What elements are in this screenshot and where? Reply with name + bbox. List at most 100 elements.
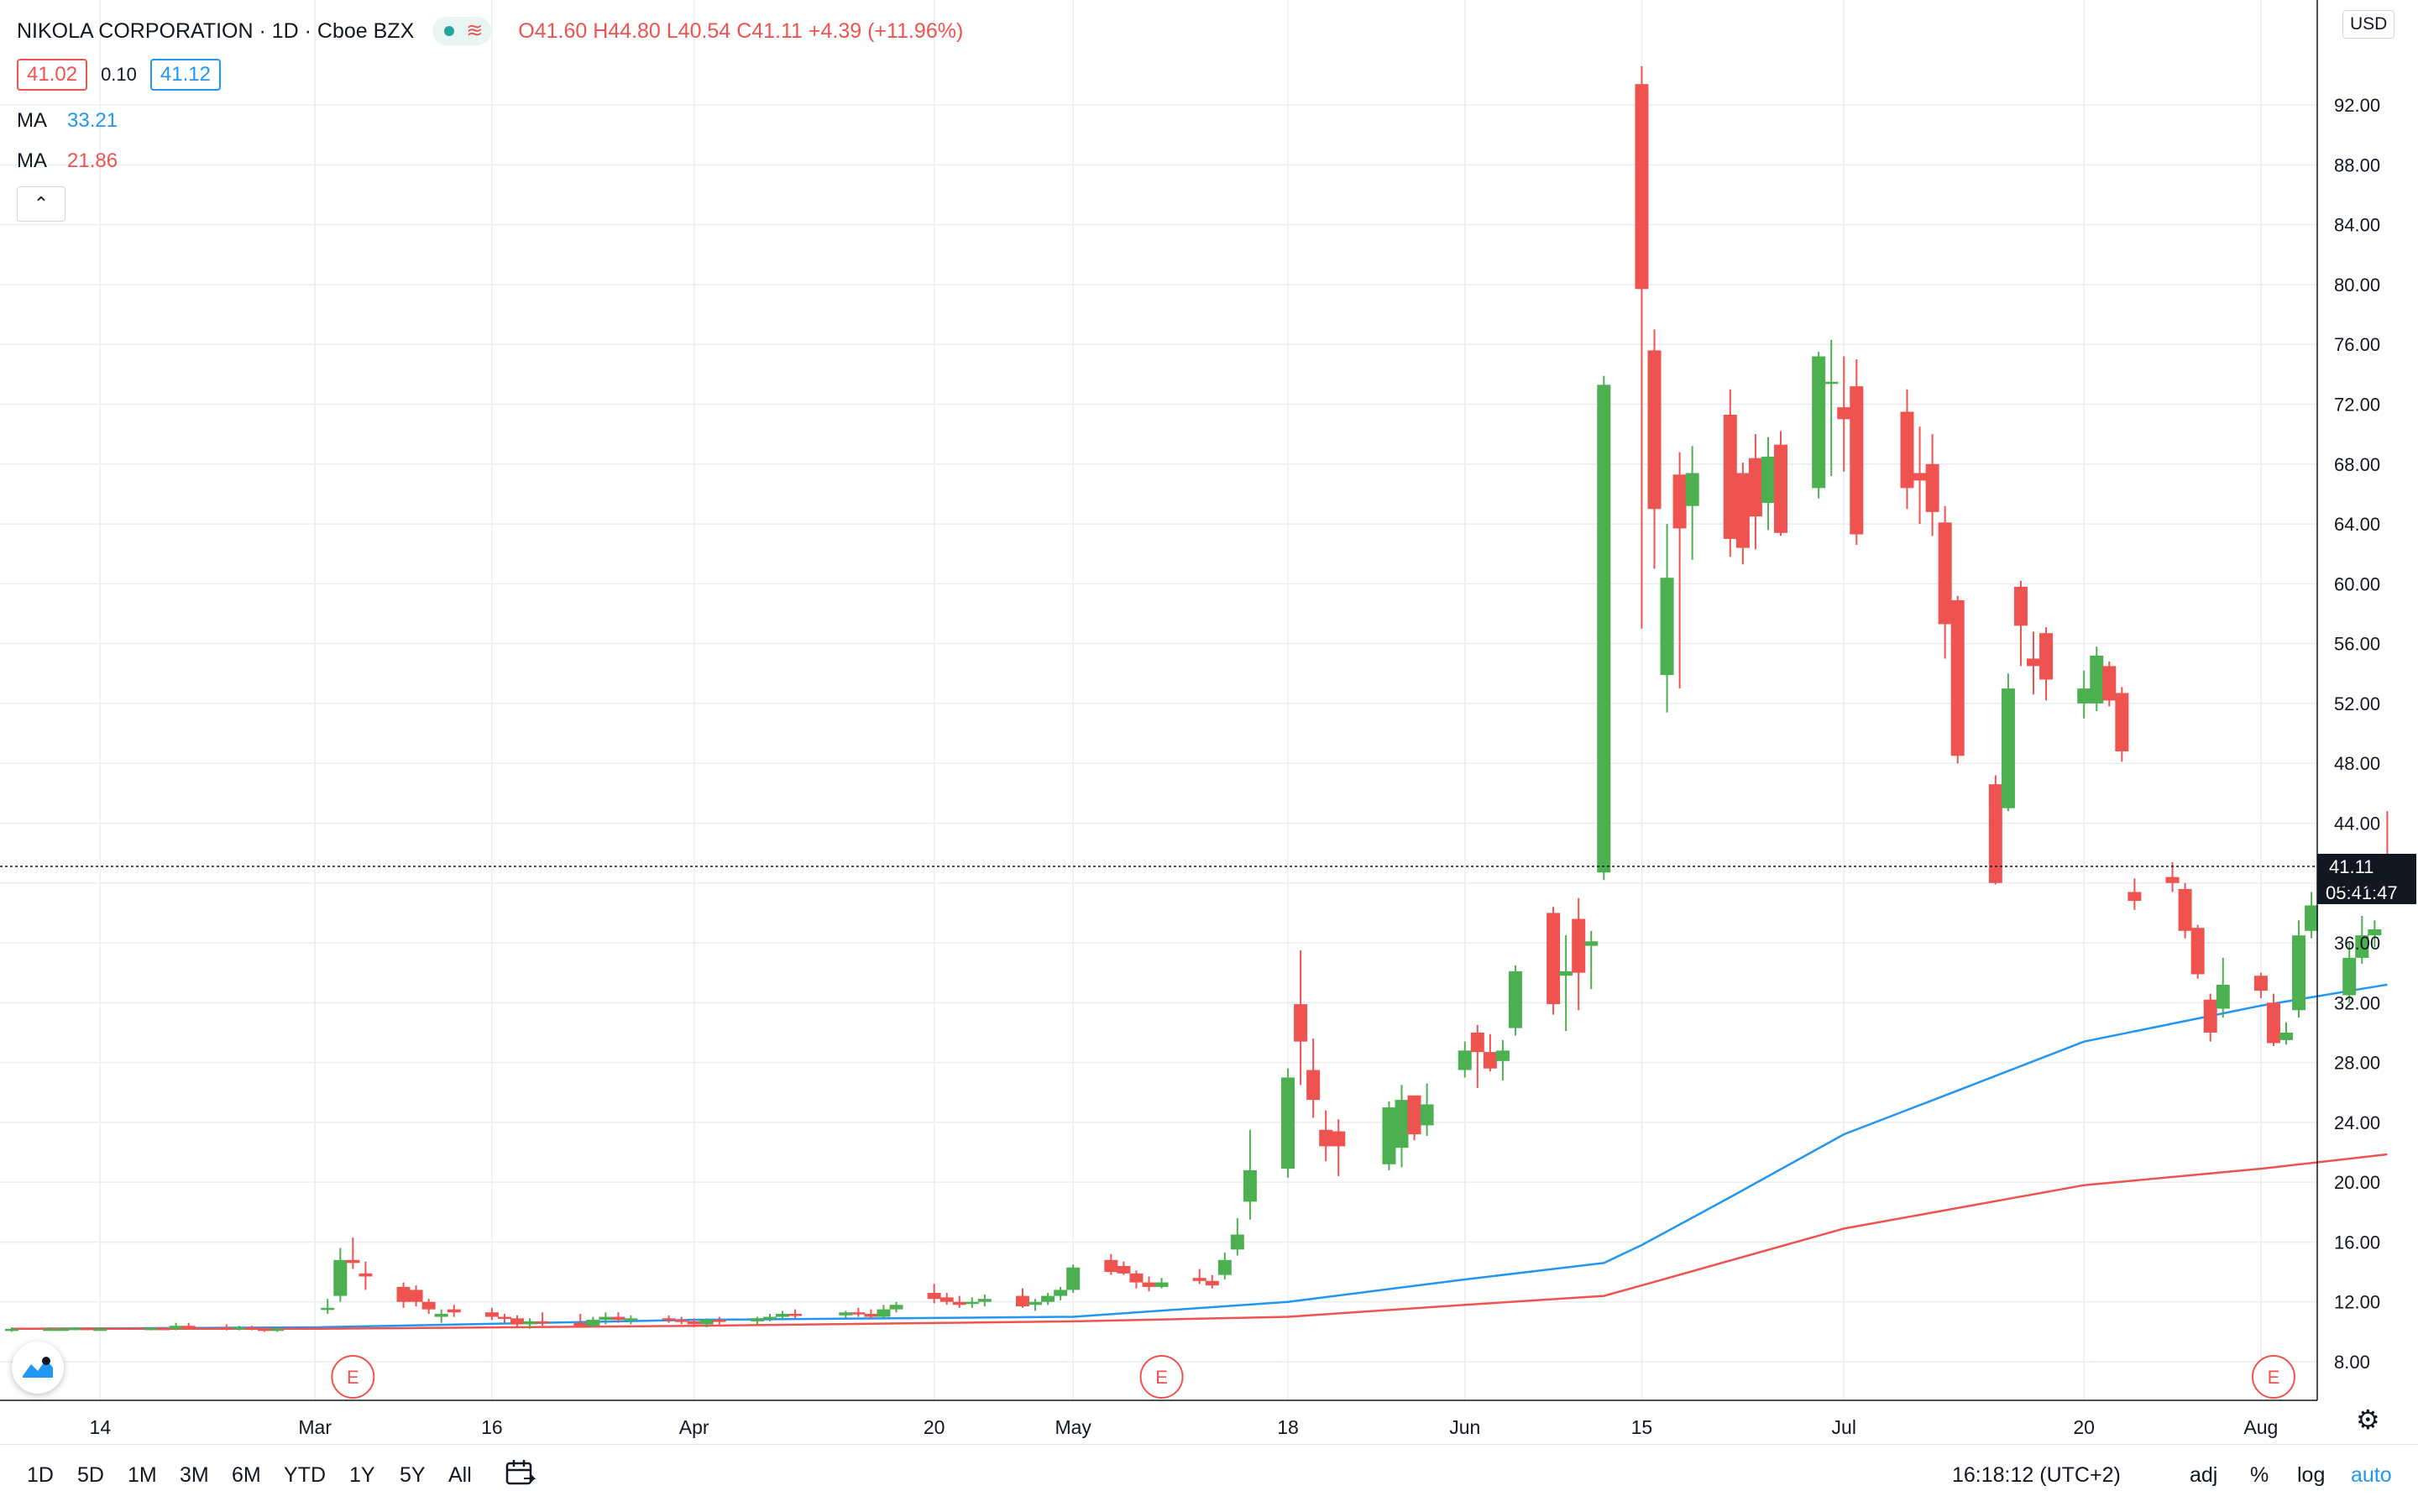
- currency-badge[interactable]: USD: [2342, 10, 2395, 39]
- price-tick-label: 20.00: [2334, 1172, 2380, 1193]
- chart-canvas[interactable]: 41.11 05:41:47 8.00 12.00 16.00 20.00 24.00 28…: [0, 0, 2418, 1444]
- candle-body: [2355, 935, 2369, 958]
- candle-down: [181, 1322, 196, 1329]
- candle-body: [1192, 1278, 1206, 1281]
- candle-down: [484, 1307, 499, 1321]
- candle-body: [421, 1301, 436, 1310]
- time-axis[interactable]: 14Mar16Apr20May18Jun15Jul20Aug17: [0, 1400, 2418, 1438]
- timeframe-1d[interactable]: 1D: [27, 1463, 54, 1487]
- clock-readout[interactable]: 16:18:12 (UTC+2): [1952, 1463, 2121, 1487]
- candle-body: [965, 1301, 979, 1305]
- ask-price[interactable]: 41.12: [149, 59, 221, 91]
- candle-down: [1470, 1025, 1484, 1088]
- ma-legend-1[interactable]: MA 33.21: [17, 109, 118, 133]
- earnings-label: E: [2268, 1367, 2280, 1388]
- candle-body: [1748, 458, 1762, 517]
- candle-body: [662, 1318, 676, 1321]
- candle-body: [712, 1320, 726, 1322]
- timeframe-1m[interactable]: 1M: [128, 1463, 157, 1487]
- candle-body: [1685, 473, 1699, 506]
- grid: [0, 0, 2317, 1400]
- candle-body: [2102, 666, 2117, 701]
- candle-up: [2342, 943, 2357, 1003]
- candle-body: [952, 1301, 966, 1305]
- candle-up: [877, 1305, 891, 1319]
- candle-down: [1205, 1274, 1219, 1289]
- candle-body: [851, 1312, 866, 1315]
- auto-scale-toggle[interactable]: auto: [2351, 1463, 2392, 1487]
- timeframe-3m[interactable]: 3M: [180, 1463, 209, 1487]
- candle-body: [1129, 1273, 1144, 1283]
- candle-up: [1458, 1041, 1472, 1078]
- candle-up: [1054, 1286, 1068, 1300]
- symbol-title[interactable]: NIKOLA CORPORATION · 1D · Cboe BZX: [17, 18, 415, 43]
- candle-up: [270, 1327, 285, 1332]
- candle-body: [2090, 655, 2104, 704]
- candle-up: [144, 1327, 158, 1331]
- candle-body: [586, 1320, 600, 1326]
- candle-body: [877, 1309, 891, 1317]
- timeframe-6m[interactable]: 6M: [232, 1463, 261, 1487]
- candle-up: [2090, 646, 2104, 711]
- candle-down: [156, 1327, 170, 1331]
- time-tick-label: 18: [1277, 1416, 1299, 1438]
- candle-body: [2203, 999, 2217, 1033]
- candle-body: [219, 1327, 233, 1330]
- log-scale-toggle[interactable]: log: [2297, 1463, 2326, 1487]
- candle-body: [2292, 935, 2306, 1011]
- candle-body: [523, 1321, 537, 1325]
- candle-body: [1950, 599, 1965, 756]
- candle-body: [169, 1326, 183, 1329]
- percent-scale-toggle[interactable]: %: [2250, 1463, 2269, 1487]
- candle-body: [889, 1305, 903, 1310]
- last-price-line: 41.11 05:41:47: [0, 853, 2416, 904]
- candle-down: [611, 1312, 625, 1323]
- date-range-icon[interactable]: [504, 1457, 537, 1496]
- timeframe-1y[interactable]: 1Y: [349, 1463, 375, 1487]
- candle-up: [1812, 352, 1826, 499]
- candle-down: [244, 1326, 259, 1331]
- candle-up: [2077, 670, 2091, 719]
- market-open-dot-icon: [444, 26, 455, 36]
- adjust-toggle[interactable]: adj: [2190, 1463, 2218, 1487]
- collapse-legend-button[interactable]: ⌃: [17, 186, 65, 222]
- candle-up: [169, 1322, 183, 1331]
- candle-body: [1584, 941, 1599, 946]
- candle-up: [1824, 339, 1839, 477]
- candle-up: [1508, 965, 1522, 1036]
- candle-up: [1559, 935, 1573, 1032]
- candle-down: [2165, 861, 2180, 892]
- earnings-circle: [1139, 1355, 1184, 1399]
- candle-down: [1319, 1110, 1333, 1162]
- timeframe-all[interactable]: All: [448, 1463, 472, 1487]
- price-tick-label: 60.00: [2334, 573, 2380, 594]
- ma-legend-2[interactable]: MA 21.86: [17, 149, 118, 173]
- tradingview-logo-icon[interactable]: [12, 1342, 64, 1394]
- candle-up: [624, 1315, 638, 1325]
- bar-countdown-label: 05:41:47: [2326, 882, 2398, 903]
- candle-up: [1660, 524, 1674, 713]
- candle-down: [258, 1327, 271, 1332]
- timeframe-5y[interactable]: 5Y: [400, 1463, 426, 1487]
- candle-body: [1988, 784, 2002, 883]
- candle-body: [2027, 658, 2040, 667]
- candle-body: [1547, 913, 1561, 1005]
- candle-body: [2013, 586, 2028, 626]
- gear-icon[interactable]: ⚙: [2356, 1405, 2380, 1435]
- last-price-label: 41.11: [2329, 856, 2374, 877]
- timeframe-ytd[interactable]: YTD: [284, 1463, 326, 1487]
- candle-body: [2115, 693, 2129, 751]
- timeframe-5d[interactable]: 5D: [77, 1463, 104, 1487]
- candle-down: [1774, 431, 1787, 536]
- market-status-badge[interactable]: ≋: [432, 17, 492, 45]
- candle-down: [952, 1295, 966, 1308]
- price-axis[interactable]: 8.00 12.00 16.00 20.00 24.00 28.00 32.00 36.00 4…: [2316, 0, 2380, 1400]
- candle-body: [927, 1293, 941, 1300]
- bid-price[interactable]: 41.02: [17, 59, 88, 91]
- candle-body: [1458, 1050, 1472, 1070]
- candle-down: [1142, 1276, 1156, 1292]
- candle-down: [1104, 1253, 1118, 1275]
- candle-body: [270, 1328, 285, 1332]
- candle-down: [1016, 1288, 1029, 1308]
